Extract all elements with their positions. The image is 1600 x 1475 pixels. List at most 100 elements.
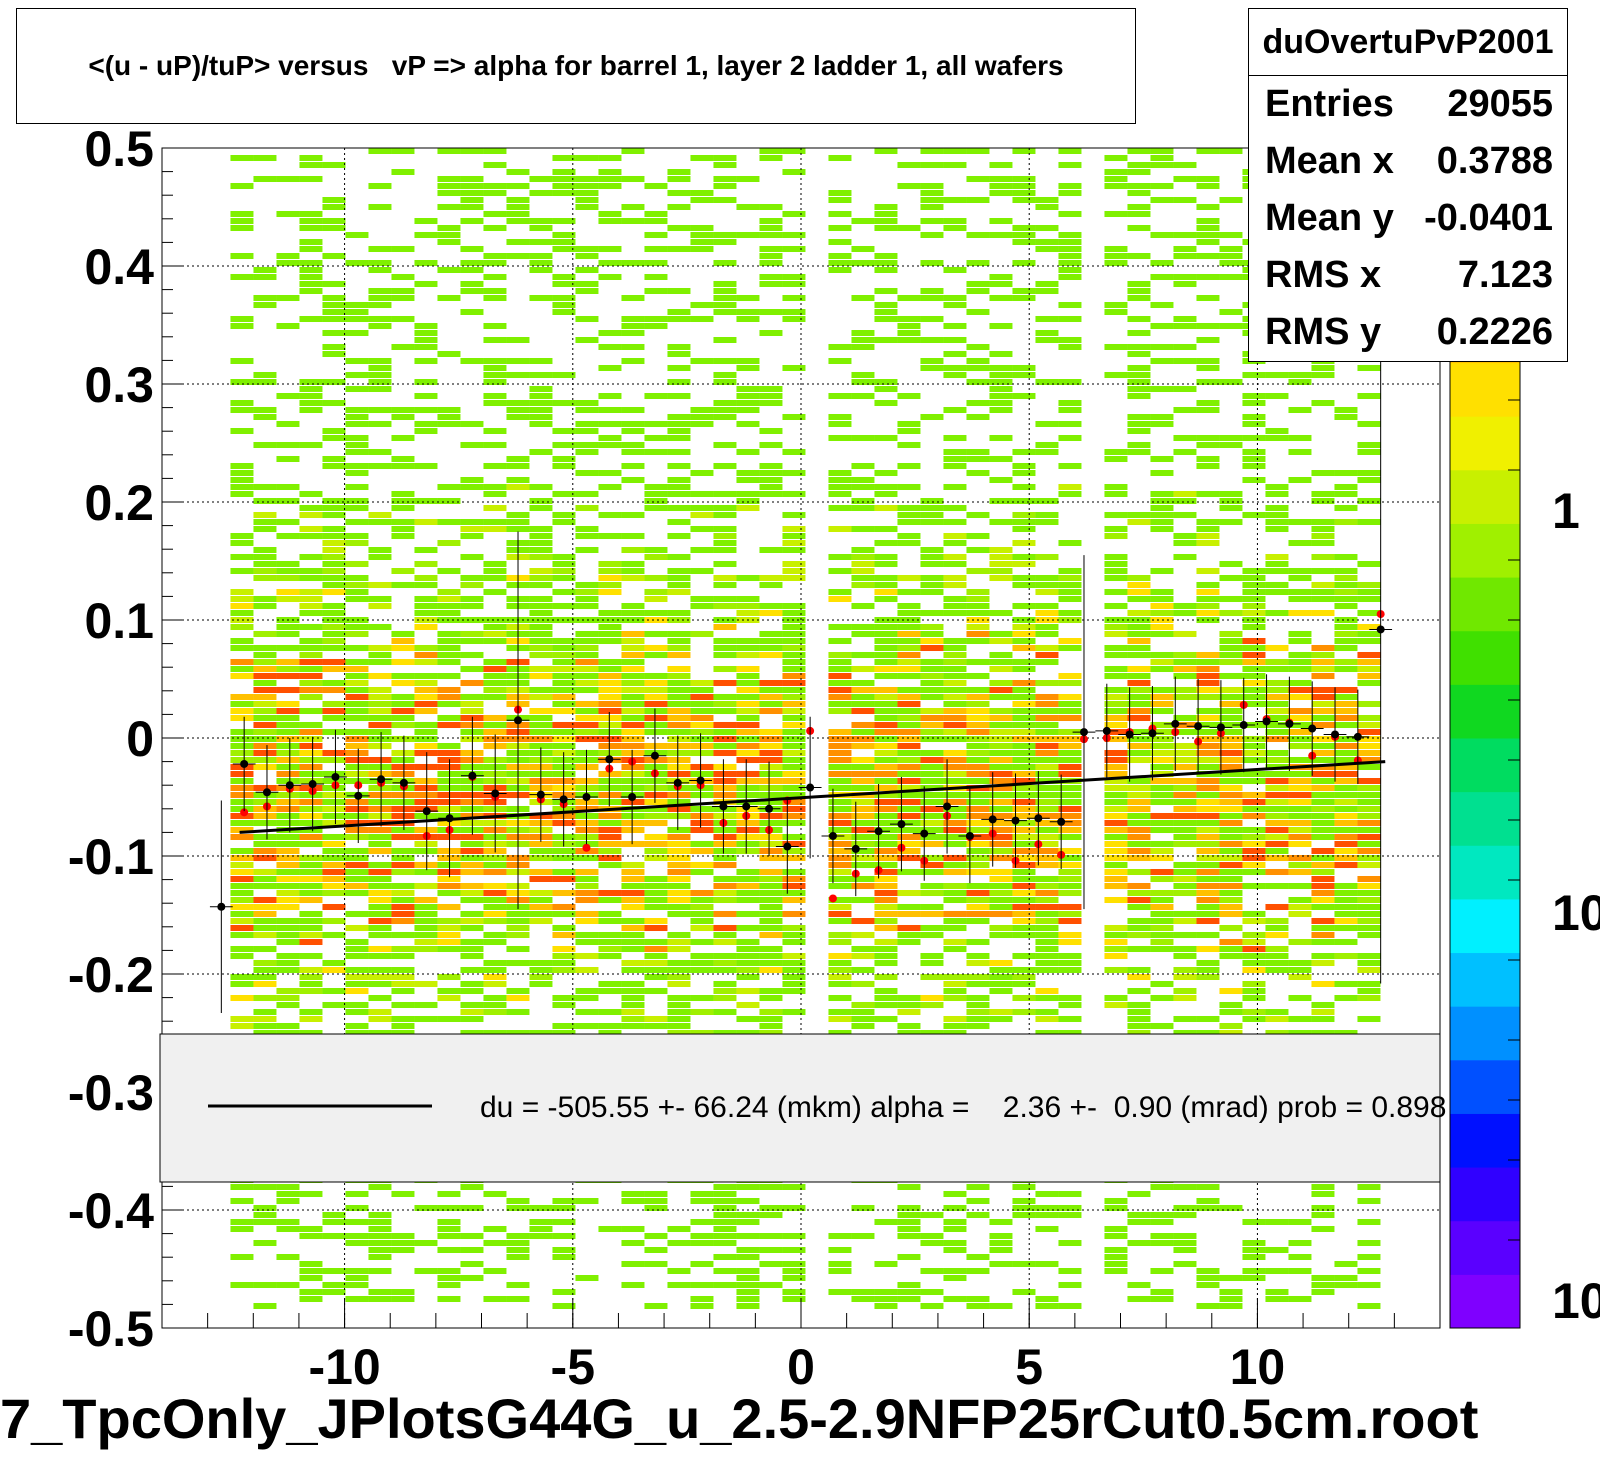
heatmap-cell	[782, 820, 806, 826]
heatmap-cell	[230, 1023, 254, 1029]
heatmap-cell	[1150, 925, 1174, 931]
heatmap-cell	[851, 295, 875, 301]
heatmap-cell	[253, 666, 277, 672]
heatmap-cell	[253, 897, 277, 903]
heatmap-cell	[1311, 540, 1335, 546]
heatmap-cell	[276, 841, 300, 847]
heatmap-cell	[322, 687, 346, 693]
heatmap-cell	[920, 1212, 944, 1218]
heatmap-cell	[644, 848, 668, 854]
heatmap-cell	[1035, 890, 1059, 896]
heatmap-cell	[368, 659, 392, 665]
heatmap-cell	[1196, 533, 1220, 539]
heatmap-cell	[230, 533, 254, 539]
heatmap-cell	[460, 176, 484, 182]
heatmap-cell	[782, 1275, 806, 1281]
heatmap-cell	[897, 610, 921, 616]
heatmap-cell	[552, 904, 576, 910]
heatmap-cell	[759, 855, 783, 861]
heatmap-cell	[1196, 960, 1220, 966]
heatmap-cell	[989, 981, 1013, 987]
heatmap-cell	[391, 988, 415, 994]
heatmap-cell	[1242, 1240, 1266, 1246]
heatmap-cell	[414, 260, 438, 266]
heatmap-cell	[1150, 729, 1174, 735]
heatmap-cell	[1127, 750, 1151, 756]
heatmap-cell	[391, 638, 415, 644]
heatmap-cell	[368, 512, 392, 518]
heatmap-cell	[368, 624, 392, 630]
heatmap-cell	[897, 736, 921, 742]
heatmap-cell	[552, 722, 576, 728]
heatmap-cell	[1104, 813, 1128, 819]
heatmap-cell	[230, 1184, 254, 1190]
heatmap-cell	[1173, 869, 1197, 875]
heatmap-cell	[345, 1233, 369, 1239]
heatmap-cell	[230, 792, 254, 798]
profile-point-black	[828, 831, 837, 840]
profile-point-black	[806, 783, 815, 792]
heatmap-cell	[483, 365, 507, 371]
heatmap-cell	[598, 743, 622, 749]
heatmap-cell	[1127, 834, 1151, 840]
heatmap-cell	[1012, 694, 1036, 700]
heatmap-cell	[667, 393, 691, 399]
heatmap-cell	[1196, 687, 1220, 693]
heatmap-cell	[368, 911, 392, 917]
heatmap-cell	[989, 379, 1013, 385]
heatmap-cell	[230, 694, 254, 700]
heatmap-cell	[759, 484, 783, 490]
heatmap-cell	[368, 841, 392, 847]
heatmap-cell	[874, 645, 898, 651]
heatmap-cell	[644, 960, 668, 966]
heatmap-cell	[667, 225, 691, 231]
heatmap-cell	[690, 890, 714, 896]
heatmap-cell	[713, 638, 737, 644]
heatmap-cell	[368, 799, 392, 805]
heatmap-cell	[736, 498, 760, 504]
heatmap-cell	[253, 883, 277, 889]
heatmap-cell	[1265, 1247, 1289, 1253]
heatmap-cell	[989, 610, 1013, 616]
heatmap-cell	[759, 1212, 783, 1218]
heatmap-cell	[1265, 778, 1289, 784]
heatmap-cell	[299, 624, 323, 630]
heatmap-cell	[552, 309, 576, 315]
heatmap-cell	[713, 722, 737, 728]
heatmap-cell	[552, 848, 576, 854]
heatmap-cell	[1058, 743, 1082, 749]
heatmap-cell	[690, 918, 714, 924]
heatmap-cell	[644, 764, 668, 770]
heatmap-cell	[828, 526, 852, 532]
heatmap-cell	[851, 876, 875, 882]
heatmap-cell	[368, 519, 392, 525]
heatmap-cell	[299, 925, 323, 931]
heatmap-cell	[736, 911, 760, 917]
heatmap-cell	[437, 414, 461, 420]
heatmap-cell	[483, 918, 507, 924]
heatmap-cell	[1288, 778, 1312, 784]
heatmap-cell	[1035, 708, 1059, 714]
heatmap-cell	[253, 1212, 277, 1218]
heatmap-cell	[1150, 456, 1174, 462]
heatmap-cell	[1334, 645, 1358, 651]
heatmap-cell	[552, 687, 576, 693]
heatmap-cell	[368, 757, 392, 763]
heatmap-cell	[1035, 330, 1059, 336]
heatmap-cell	[1035, 1212, 1059, 1218]
heatmap-cell	[1058, 1002, 1082, 1008]
heatmap-cell	[575, 281, 599, 287]
heatmap-cell	[920, 666, 944, 672]
heatmap-cell	[644, 841, 668, 847]
heatmap-cell	[276, 211, 300, 217]
heatmap-cell	[1150, 1023, 1174, 1029]
heatmap-cell	[322, 666, 346, 672]
heatmap-cell	[1219, 988, 1243, 994]
heatmap-cell	[345, 834, 369, 840]
heatmap-cell	[552, 176, 576, 182]
heatmap-cell	[1058, 645, 1082, 651]
fit-line	[239, 760, 1386, 834]
heatmap-cell	[920, 498, 944, 504]
heatmap-cell	[966, 708, 990, 714]
heatmap-cell	[851, 1205, 875, 1211]
